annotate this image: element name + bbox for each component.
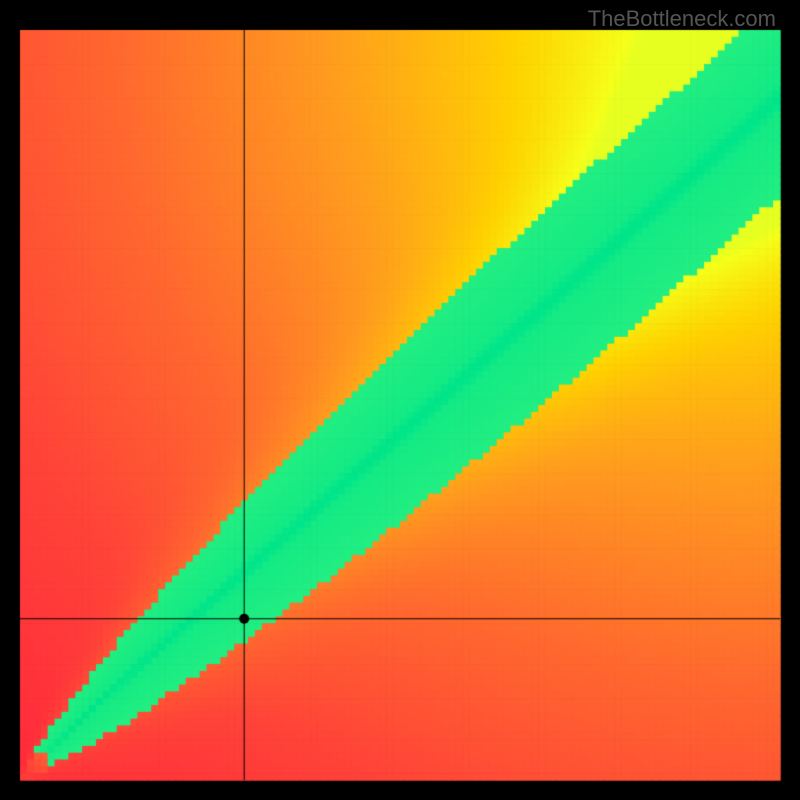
bottleneck-heatmap bbox=[0, 0, 800, 800]
chart-container: TheBottleneck.com bbox=[0, 0, 800, 800]
watermark-text: TheBottleneck.com bbox=[588, 6, 776, 32]
